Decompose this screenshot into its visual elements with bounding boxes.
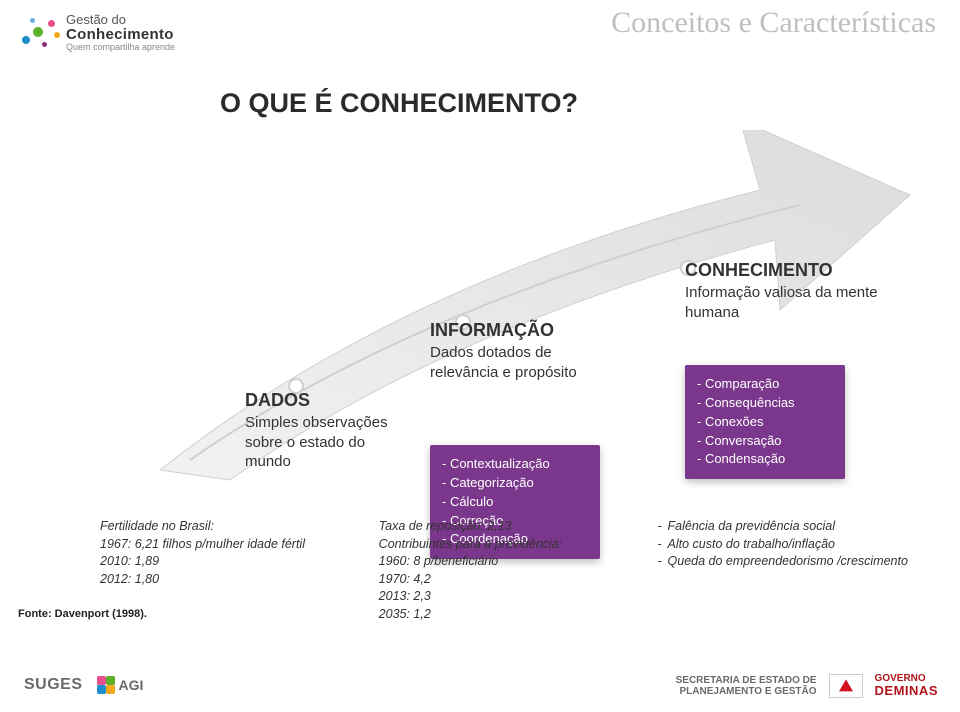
dash-icon: -: [657, 536, 661, 554]
gov-line2: DEMINAS: [875, 684, 938, 698]
logo-gestao-conhecimento: Gestão do Conhecimento Quem compartilha …: [18, 12, 175, 54]
info-item: - Categorização: [442, 474, 588, 493]
dados-heading: DADOS: [245, 390, 395, 411]
dados-subtitle: Simples observações sobre o estado do mu…: [245, 413, 395, 472]
dash-icon: -: [657, 553, 661, 571]
dash-icon: -: [657, 518, 661, 536]
conh-item: - Conversação: [697, 432, 833, 451]
logo-line1: Gestão do: [66, 13, 175, 27]
agi-text: AGI: [119, 677, 144, 693]
ex-line: 2010: 1,89: [100, 553, 353, 571]
informacao-heading: INFORMAÇÃO: [430, 320, 610, 341]
column-informacao: INFORMAÇÃO Dados dotados de relevância e…: [430, 320, 610, 382]
minas-gerais-flag-icon: [829, 674, 863, 698]
example-consequencias: -Falência da previdência social -Alto cu…: [657, 518, 910, 623]
conh-item: - Consequências: [697, 394, 833, 413]
ex-line: 1967: 6,21 filhos p/mulher idade fértil: [100, 536, 353, 554]
conh-item: - Comparação: [697, 375, 833, 394]
governo-minas-text: GOVERNO DEMINAS: [875, 674, 938, 698]
ex-line: Alto custo do trabalho/inflação: [668, 536, 835, 554]
ex-line: Queda do empreendedorismo /crescimento: [668, 553, 908, 571]
ex-line: 2012: 1,80: [100, 571, 353, 589]
ex-line: Taxa de reposição: 2,13: [379, 518, 632, 536]
conhecimento-subtitle: Informação valiosa da mente humana: [685, 283, 895, 322]
informacao-subtitle: Dados dotados de relevância e propósito: [430, 343, 610, 382]
logo-line2: Conhecimento: [66, 27, 175, 43]
example-reposicao: Taxa de reposição: 2,13 Contribuintes pa…: [379, 518, 632, 623]
column-conhecimento: CONHECIMENTO Informação valiosa da mente…: [685, 260, 895, 322]
info-item: - Cálculo: [442, 493, 588, 512]
logo-dots-icon: [18, 12, 60, 54]
ex-line: Falência da previdência social: [668, 518, 835, 536]
ex-line: 2035: 1,2: [379, 606, 632, 624]
footer-left-logos: SUGES AGI: [24, 676, 143, 694]
conh-item: - Conexões: [697, 413, 833, 432]
sec-line1: SECRETARIA DE ESTADO DE: [676, 675, 817, 686]
suges-logo: SUGES: [24, 676, 83, 694]
sec-line2: PLANEJAMENTO E GESTÃO: [676, 686, 817, 697]
agi-squares-icon: [97, 676, 115, 694]
ex-line: Fertilidade no Brasil:: [100, 518, 353, 536]
secretaria-text: SECRETARIA DE ESTADO DE PLANEJAMENTO E G…: [676, 675, 817, 697]
slide-title: O QUE É CONHECIMENTO?: [220, 88, 578, 119]
info-item: - Contextualização: [442, 455, 588, 474]
agi-logo: AGI: [97, 676, 144, 694]
ex-line: 1960: 8 p/beneficiário: [379, 553, 632, 571]
ex-line: 1970: 4,2: [379, 571, 632, 589]
ex-line: Contribuintes para a previdência:: [379, 536, 632, 554]
column-dados: DADOS Simples observações sobre o estado…: [245, 390, 395, 472]
conh-item: - Condensação: [697, 450, 833, 469]
section-title: Conceitos e Características: [611, 6, 936, 40]
ex-line: 2013: 2,3: [379, 588, 632, 606]
progression-arrow: DADOS Simples observações sobre o estado…: [40, 130, 920, 490]
conhecimento-heading: CONHECIMENTO: [685, 260, 895, 281]
examples-row: Fertilidade no Brasil: 1967: 6,21 filhos…: [100, 518, 910, 623]
footer-right-logos: SECRETARIA DE ESTADO DE PLANEJAMENTO E G…: [676, 674, 938, 698]
conhecimento-items-box: - Comparação - Consequências - Conexões …: [685, 365, 845, 479]
source-citation: Fonte: Davenport (1998).: [18, 608, 147, 620]
logo-tagline: Quem compartilha aprende: [66, 43, 175, 52]
